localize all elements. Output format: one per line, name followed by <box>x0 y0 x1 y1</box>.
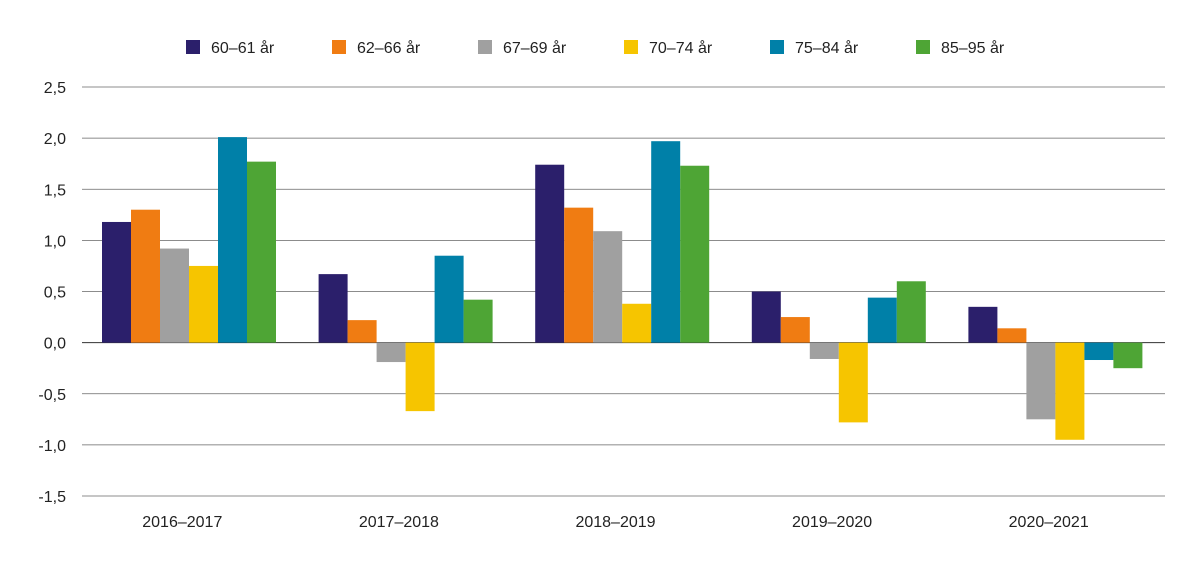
bar-2-2020–2021 <box>997 328 1027 343</box>
legend-label: 75–84 år <box>795 39 859 57</box>
y-tick-label: 0,5 <box>44 285 66 302</box>
bar-6-2016–2017 <box>247 161 276 343</box>
bar-6-2019–2020 <box>896 281 926 343</box>
legend-swatch <box>916 40 930 54</box>
bar-2-2019–2020 <box>780 317 810 343</box>
x-tick-label: 2020–2021 <box>1009 514 1089 531</box>
bar-3-2017–2018 <box>376 342 406 363</box>
bar-1-2017–2018 <box>318 274 348 343</box>
bar-1-2020–2021 <box>968 306 998 343</box>
legend: 60–61 år 62–66 år 67–69 år 70–74 år 75–84 år… <box>186 39 1005 57</box>
bar-3-2020–2021 <box>1026 342 1056 420</box>
x-tick-label: 2016–2017 <box>142 514 222 531</box>
bar-1-2016–2017 <box>102 221 131 343</box>
bar-5-2017–2018 <box>434 255 464 343</box>
legend-label: 67–69 år <box>503 39 567 57</box>
y-tick-label: -1,5 <box>38 489 66 506</box>
legend-swatch <box>770 40 784 54</box>
x-tick-label: 2018–2019 <box>575 514 655 531</box>
bar-6-2020–2021 <box>1113 342 1143 369</box>
bar-4-2020–2021 <box>1055 342 1085 440</box>
bar-5-2016–2017 <box>218 137 247 343</box>
legend-label: 70–74 år <box>649 39 713 57</box>
legend-label: 62–66 år <box>357 39 421 57</box>
bar-5-2018–2019 <box>651 141 681 343</box>
bar-3-2016–2017 <box>160 248 189 343</box>
y-tick-label: 1,0 <box>44 233 66 250</box>
y-tick-label: 0,0 <box>44 336 66 353</box>
legend-swatch <box>624 40 638 54</box>
y-tick-label: 1,5 <box>44 182 66 199</box>
y-tick-label: 2,5 <box>44 80 66 97</box>
bars <box>102 137 1143 440</box>
y-tick-label: -0,5 <box>38 387 66 404</box>
bar-1-2019–2020 <box>751 291 781 343</box>
bar-3-2018–2019 <box>593 231 623 343</box>
bar-5-2019–2020 <box>867 297 897 343</box>
bar-4-2019–2020 <box>838 342 868 423</box>
legend-label: 60–61 år <box>211 39 275 57</box>
bar-4-2017–2018 <box>405 342 435 412</box>
bar-6-2017–2018 <box>463 299 493 343</box>
bar-6-2018–2019 <box>680 165 710 343</box>
legend-swatch <box>478 40 492 54</box>
y-axis-ticks: 2,5 2,0 1,5 1,0 0,5 0,0 -0,5 -1,0 -1,5 <box>38 80 66 506</box>
legend-swatch <box>332 40 346 54</box>
x-tick-label: 2019–2020 <box>792 514 872 531</box>
y-tick-label: -1,0 <box>38 438 66 455</box>
bar-4-2018–2019 <box>622 303 652 343</box>
bar-2-2016–2017 <box>131 209 160 343</box>
legend-swatch <box>186 40 200 54</box>
legend-label: 85–95 år <box>941 39 1005 57</box>
bar-1-2018–2019 <box>535 164 565 343</box>
bar-4-2016–2017 <box>189 265 218 343</box>
bar-3-2019–2020 <box>809 342 839 359</box>
y-tick-label: 2,0 <box>44 131 66 148</box>
x-tick-label: 2017–2018 <box>359 514 439 531</box>
bar-5-2020–2021 <box>1084 342 1114 361</box>
bar-2-2018–2019 <box>564 207 594 343</box>
x-axis-ticks: 2016–2017 2017–2018 2018–2019 2019–2020 2020… <box>142 514 1089 531</box>
bar-2-2017–2018 <box>347 320 377 343</box>
